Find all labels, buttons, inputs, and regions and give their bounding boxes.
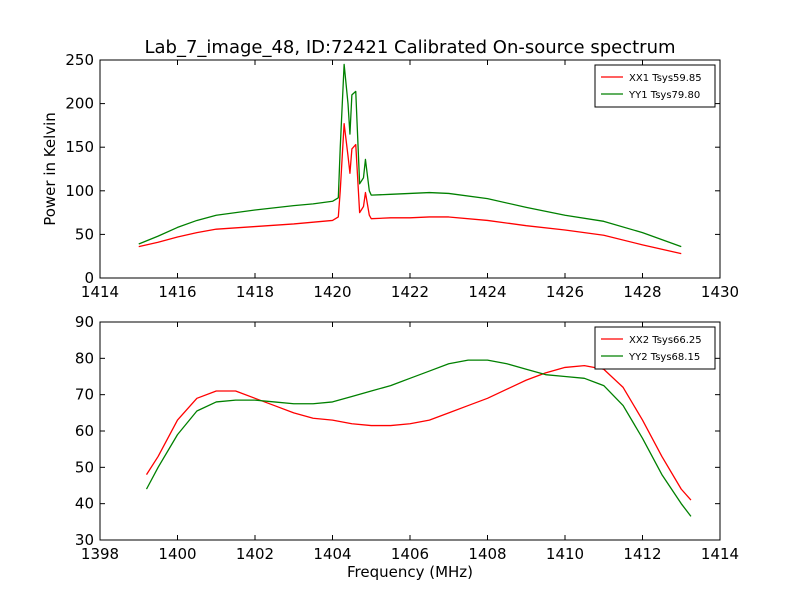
plot1-legend-box [594,64,716,108]
plot2-legend-label-2: YY2 Tsys68.15 [628,352,700,363]
plot2-x-tick-label: 1398 [81,545,119,563]
plot1-x-tick-label: 1430 [701,283,739,301]
plot2-legend-label-1: XX2 Tsys66.25 [629,335,702,346]
plot2-x-tick-label: 1402 [236,545,274,563]
plot2-x-axis-label: Frequency (MHz) [347,563,473,581]
plot1-x-tick-label: 1414 [81,283,119,301]
plot1-x-tick-label: 1422 [391,283,429,301]
plot2-y-tick-label: 60 [75,422,94,440]
plot2-x-tick-label: 1410 [546,545,584,563]
plot1-x-tick-label: 1420 [313,283,351,301]
plot1-series-line-2 [138,63,682,248]
plot1-legend: XX1 Tsys59.85 YY1 Tsys79.80 [594,64,716,108]
plot2-y-tick-label: 80 [75,349,94,367]
chart-title: Lab_7_image_48, ID:72421 Calibrated On-s… [144,37,675,58]
plot2-x-tick-label: 1400 [158,545,196,563]
top-subplot: 1414 1416 1418 1420 1422 1424 1426 1428 1430 0 50 1… [41,51,739,301]
plot2-y-tick-label: 70 [75,386,94,404]
plot1-series-line-1 [138,123,682,255]
plot2-series-line-2 [145,359,692,517]
plot1-y-tick-label: 50 [75,225,94,243]
plot2-series-line-1 [145,364,692,501]
plot1-y-axis-label: Power in Kelvin [41,112,59,226]
plot2-legend-box [594,326,716,370]
plot1-y-tick-label: 150 [65,138,94,156]
plot2-y-tick-label: 40 [75,495,94,513]
plot2-y-tick-label: 30 [75,531,94,549]
plot1-y-tick-label: 200 [65,95,94,113]
bottom-subplot: 1398 1400 1402 1404 1406 1408 1410 1412 1414 30 40… [75,313,739,581]
plot2-x-tick-label: 1412 [623,545,661,563]
plot1-y-tick-label: 100 [65,182,94,200]
plot2-x-tick-label: 1414 [701,545,739,563]
plot2-y-tick-label: 90 [75,313,94,331]
plot2-legend: XX2 Tsys66.25 YY2 Tsys68.15 [594,326,716,370]
plot1-legend-label-1: XX1 Tsys59.85 [629,73,702,84]
plot2-x-tick-label: 1406 [391,545,429,563]
plot2-y-tick-label: 50 [75,458,94,476]
plot2-x-tick-label: 1408 [468,545,506,563]
plot1-x-tick-label: 1418 [236,283,274,301]
plot1-y-tick-label: 0 [84,269,94,287]
plot1-x-tick-label: 1416 [158,283,196,301]
plot1-x-tick-label: 1426 [546,283,584,301]
plot1-y-tick-label: 250 [65,51,94,69]
plot1-x-tick-label: 1424 [468,283,506,301]
plot2-x-tick-label: 1404 [313,545,351,563]
plot1-legend-label-2: YY1 Tsys79.80 [628,90,700,101]
plot1-x-tick-label: 1428 [623,283,661,301]
